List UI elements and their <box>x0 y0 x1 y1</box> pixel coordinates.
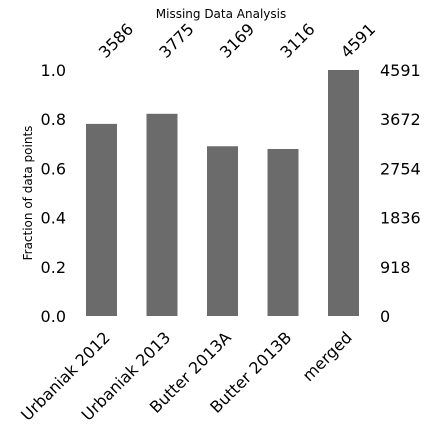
bar <box>86 123 117 317</box>
bar <box>267 148 299 316</box>
right-y-ticks: 0 918 1836 2754 3672 4591 <box>380 61 421 326</box>
bar <box>207 146 238 316</box>
y-axis-label: Fraction of data points <box>21 126 35 261</box>
y-tick-label: 0.6 <box>41 159 66 178</box>
right-tick-label: 918 <box>380 258 411 277</box>
count-labels: 3586 3775 3169 3116 4591 <box>95 20 379 62</box>
right-tick-label: 2754 <box>380 159 421 178</box>
y-tick-label: 1.0 <box>41 61 66 80</box>
count-label: 3586 <box>95 20 137 62</box>
left-y-ticks: 0.0 0.2 0.4 0.6 0.8 1.0 <box>41 61 66 326</box>
y-tick-label: 0.4 <box>41 209 66 228</box>
chart-title: Missing Data Analysis <box>156 7 286 21</box>
y-tick-label: 0.2 <box>41 258 66 277</box>
count-label: 3116 <box>276 20 318 62</box>
count-label: 3169 <box>216 20 258 62</box>
y-tick-label: 0.8 <box>41 110 66 129</box>
right-tick-label: 3672 <box>380 110 421 129</box>
bar <box>328 70 359 316</box>
right-tick-label: 4591 <box>380 61 421 80</box>
y-tick-label: 0.0 <box>41 307 66 326</box>
count-label: 3775 <box>155 20 197 62</box>
bars <box>86 70 359 317</box>
right-tick-label: 1836 <box>380 209 421 228</box>
count-label: 4591 <box>337 20 379 62</box>
bar <box>146 113 178 317</box>
category-label: merged <box>299 328 356 385</box>
right-tick-label: 0 <box>380 307 390 326</box>
